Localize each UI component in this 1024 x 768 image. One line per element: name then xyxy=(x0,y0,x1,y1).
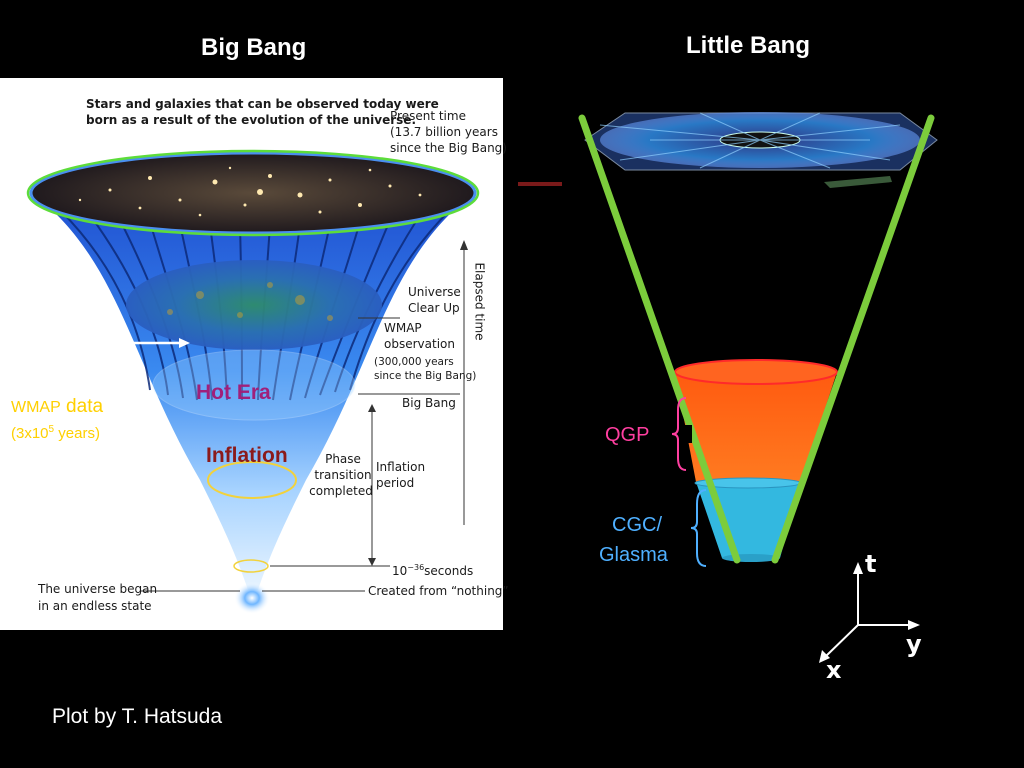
little-bang-cone xyxy=(518,112,938,564)
cone-left-wall xyxy=(578,114,741,564)
cmb-map xyxy=(126,260,382,350)
qgp-region xyxy=(675,372,837,482)
phase-transition-line1: Phase xyxy=(325,452,361,466)
wmap-data-label: WMAP data xyxy=(11,396,103,418)
spacetime-axes xyxy=(823,570,912,659)
created-from-nothing-label: Created from “nothing” xyxy=(368,584,509,598)
hot-era-label: Hot Era xyxy=(196,381,271,404)
axis-x-label: x xyxy=(826,656,842,684)
phase-transition-line2: transition xyxy=(314,468,372,482)
wmap-observation-line2: observation xyxy=(384,337,455,351)
seconds-label: 10−36seconds xyxy=(392,560,473,579)
seconds-unit: seconds xyxy=(424,564,474,578)
glasma-label: Glasma xyxy=(599,544,668,566)
credit-text: Plot by T. Hatsuda xyxy=(52,705,223,728)
wmap-years-line1: (300,000 years xyxy=(374,356,454,368)
qgp-label: QGP xyxy=(605,424,650,446)
big-bang-funnel xyxy=(26,149,480,614)
big-bang-title: Big Bang xyxy=(201,34,307,61)
axis-t-label: t xyxy=(865,550,877,578)
wmap-observation-line1: WMAP xyxy=(384,321,422,335)
wmap-data-suffix: data xyxy=(60,396,104,417)
cgc-label: CGC/ xyxy=(612,514,662,536)
glasma-brace xyxy=(690,489,707,567)
wmap-years-base: (3x10 xyxy=(11,425,49,442)
universe-clear-up-line1: Universe xyxy=(408,285,461,299)
qgp-marker xyxy=(684,425,692,443)
wmap-pointer-arrow xyxy=(122,341,180,368)
seconds-exponent: −36 xyxy=(407,563,425,572)
universe-began-line1: The universe began xyxy=(38,582,158,596)
universe-began-line2: in an endless state xyxy=(38,599,152,613)
inflation-period-line2: period xyxy=(376,476,415,490)
present-time-years: (13.7 billion years xyxy=(390,125,498,139)
present-time-since: since the Big Bang) xyxy=(390,141,507,155)
inflation-label: Inflation xyxy=(206,444,288,467)
top-caption-line2: born as a result of the evolution of the… xyxy=(86,113,417,127)
universe-clear-up-line2: Clear Up xyxy=(408,301,460,315)
present-universe-disc xyxy=(29,151,477,235)
top-caption-line1: Stars and galaxies that can be observed … xyxy=(86,97,439,111)
wmap-years-exponent: 5 xyxy=(48,424,55,435)
origin-glow xyxy=(234,582,270,614)
wmap-data-word: WMAP xyxy=(11,399,61,416)
elapsed-time-label: Elapsed time xyxy=(472,262,487,341)
wmap-years-line2: since the Big Bang) xyxy=(374,370,477,382)
wmap-years-unit: years) xyxy=(54,425,100,442)
axis-y-label: y xyxy=(906,630,922,658)
wmap-years-label: (3x105 years) xyxy=(11,424,100,442)
inflation-period-line1: Inflation xyxy=(376,460,426,474)
cone-right-wall xyxy=(771,114,935,564)
glasma-region xyxy=(696,482,801,558)
big-bang-marker-label: Big Bang xyxy=(402,396,456,410)
big-bang-annotation-lines xyxy=(140,250,465,592)
phase-transition-line3: completed xyxy=(309,484,373,498)
qgp-brace xyxy=(671,397,687,471)
little-bang-title: Little Bang xyxy=(686,32,810,59)
seconds-base: 10 xyxy=(392,564,408,578)
present-time-label: Present time xyxy=(390,109,466,123)
